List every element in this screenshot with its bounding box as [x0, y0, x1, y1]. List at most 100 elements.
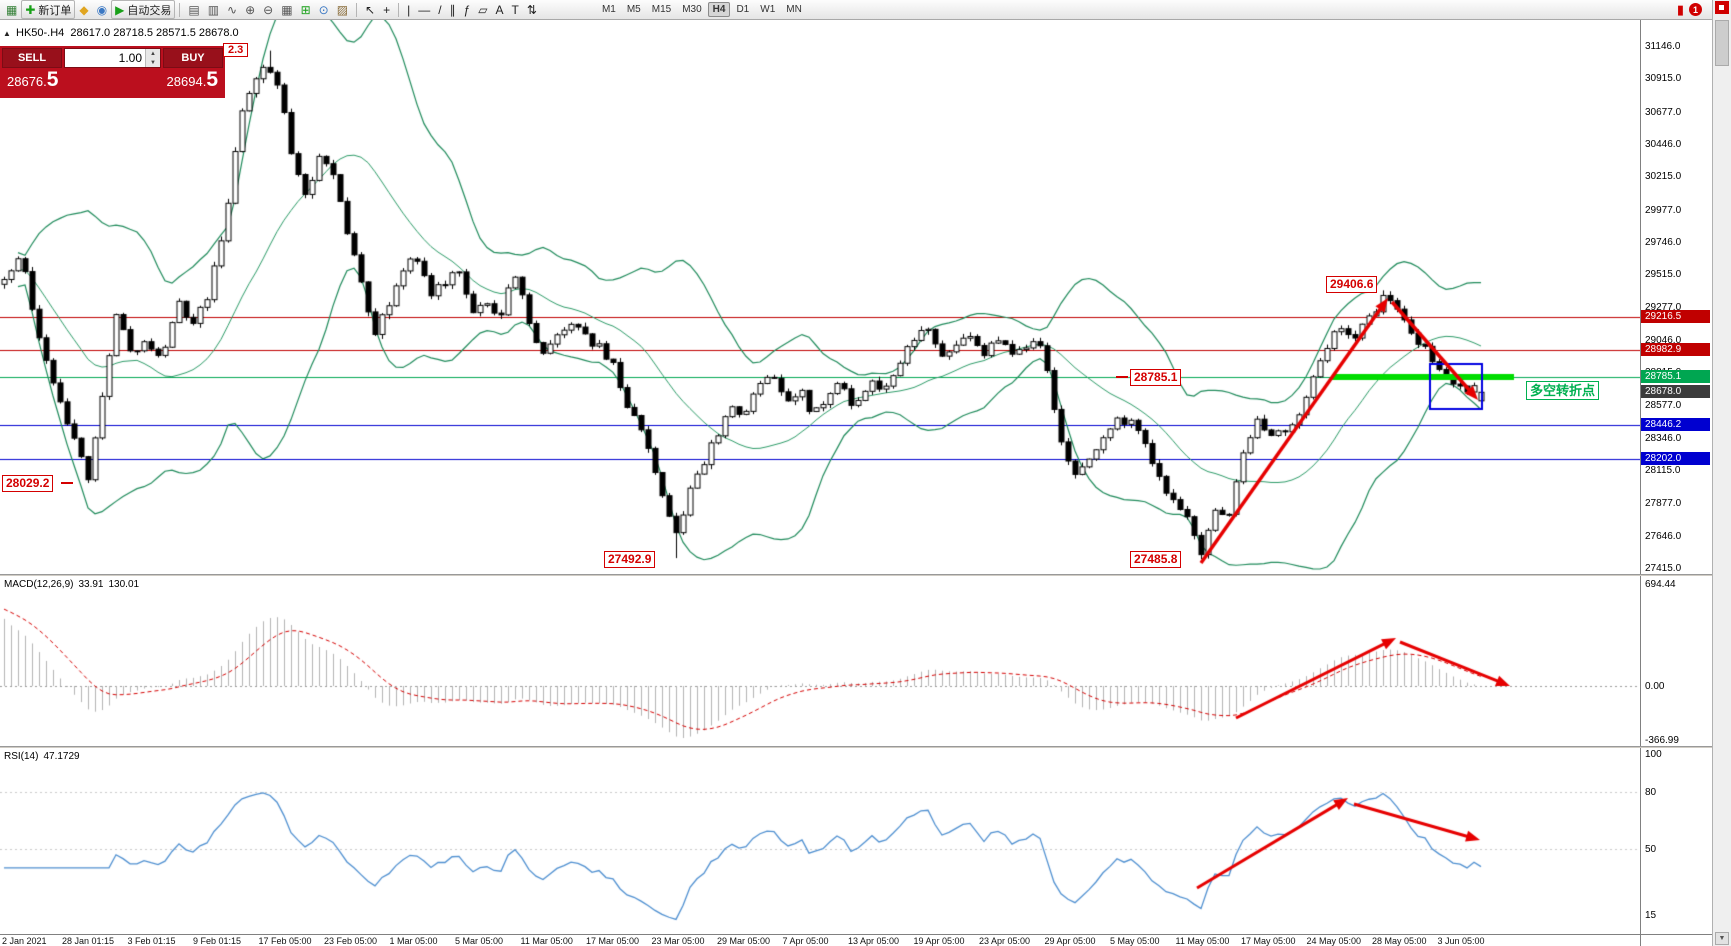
- scroll-marker-icon: [1715, 1, 1729, 14]
- lot-increment-button[interactable]: ▲: [146, 49, 160, 58]
- indicators-button[interactable]: ⊞: [297, 0, 315, 19]
- macd-main-value: 33.91: [78, 579, 104, 590]
- rsi-axis-label: 100: [1645, 749, 1662, 760]
- toolbar-separator: [356, 2, 358, 17]
- rsi-axis-label: 15: [1645, 910, 1657, 921]
- time-axis-label: 17 Feb 05:00: [258, 936, 312, 946]
- lot-decrement-button[interactable]: ▼: [146, 58, 160, 67]
- shapes-button[interactable]: ▱: [474, 0, 491, 19]
- time-axis-label: 5 Mar 05:00: [455, 936, 504, 946]
- timeframe-h4-button[interactable]: H4: [707, 2, 731, 17]
- toolbar-right-icons: ▮ 1: [1677, 3, 1702, 16]
- left-low-price-label[interactable]: 28029.2: [2, 475, 54, 492]
- sell-price: 28676. 5: [7, 68, 59, 91]
- bar-chart-button[interactable]: ▤: [184, 0, 203, 19]
- auto-trading-icon: ▶: [115, 2, 125, 17]
- notifications-badge[interactable]: 1: [1689, 3, 1702, 16]
- price-axis-tick: 30677.0: [1645, 106, 1682, 118]
- turning-point-label[interactable]: 多空转折点: [1526, 381, 1600, 400]
- tile-windows-icon: ▦: [281, 2, 293, 17]
- crosshair-button[interactable]: +: [379, 0, 394, 19]
- time-axis-label: 23 Mar 05:00: [651, 936, 705, 946]
- periods-button[interactable]: ⊙: [315, 0, 333, 19]
- vertical-line-button[interactable]: |: [403, 0, 414, 19]
- timeframe-m30-button[interactable]: M30: [682, 4, 702, 15]
- time-axis-label: 11 May 05:00: [1175, 936, 1230, 946]
- macd-axis-label: 0.00: [1645, 681, 1665, 692]
- toolbar-separator: [179, 2, 181, 17]
- time-axis-label: 29 Mar 05:00: [717, 936, 771, 946]
- signals-icon: ◉: [96, 2, 108, 17]
- rsi-label: RSI(14) 47.1729: [4, 751, 85, 762]
- macd-panel-splitter[interactable]: [0, 574, 1712, 576]
- macd-name: MACD(12,26,9): [4, 579, 74, 590]
- channel-button[interactable]: ∥: [446, 0, 460, 19]
- line-chart-button[interactable]: ∿: [223, 0, 241, 19]
- timeframe-mn-button[interactable]: MN: [786, 4, 802, 15]
- price-axis-tick: 30915.0: [1645, 73, 1682, 85]
- tile-windows-button[interactable]: ▦: [277, 0, 296, 19]
- price-tag-29216.5: 29216.5: [1641, 309, 1710, 323]
- march-low-price-label[interactable]: 27492.9: [604, 551, 656, 568]
- scroll-down-button[interactable]: ▼: [1715, 932, 1729, 945]
- one-click-trade-panel: SELL ▲ ▼ BUY 28676.5 28694.5: [0, 46, 225, 98]
- market-button[interactable]: ◆: [75, 0, 92, 19]
- buy-button[interactable]: BUY: [163, 48, 223, 68]
- vertical-scrollbar[interactable]: ▼: [1712, 0, 1731, 946]
- price-axis-tick: 29746.0: [1645, 236, 1682, 248]
- rsi-name: RSI(14): [4, 751, 39, 762]
- time-axis-label: 2 Jan 2021: [2, 936, 47, 946]
- news-icon[interactable]: ▮: [1676, 2, 1684, 17]
- time-axis-label: 13 Apr 05:00: [848, 936, 900, 946]
- vertical-line-icon: |: [407, 2, 411, 17]
- text-button[interactable]: A: [492, 0, 508, 19]
- toolbar-separator: [398, 2, 400, 17]
- fibonacci-button[interactable]: ƒ: [460, 0, 475, 19]
- new-order-icon: ✚: [25, 2, 36, 17]
- arrows-icon: ⇅: [526, 2, 537, 17]
- level-price-label[interactable]: 28785.1: [1130, 369, 1182, 386]
- templates-button[interactable]: ▨: [333, 0, 352, 19]
- auto-trading-button[interactable]: ▶ 自动交易: [111, 0, 176, 19]
- price-tag-28678.0: 28678.0: [1641, 385, 1710, 399]
- price-axis-border: [1640, 20, 1641, 946]
- trendline-button[interactable]: /: [434, 0, 445, 19]
- zoom-out-button[interactable]: ⊖: [259, 0, 277, 19]
- one-click-panel-toggle[interactable]: ▲: [3, 29, 11, 38]
- chart-window-button[interactable]: ▦: [2, 0, 21, 19]
- zoom-in-button[interactable]: ⊕: [241, 0, 259, 19]
- signals-button[interactable]: ◉: [93, 0, 111, 19]
- spread-indicator: 2.3: [223, 43, 249, 57]
- text-icon: A: [495, 2, 504, 17]
- lot-size-input[interactable]: [65, 49, 145, 67]
- timeframe-d1-button[interactable]: D1: [736, 4, 750, 15]
- timeframe-m1-button[interactable]: M1: [601, 4, 616, 15]
- may-low-price-label[interactable]: 27485.8: [1130, 551, 1182, 568]
- horizontal-line-button[interactable]: ―: [414, 0, 434, 19]
- cursor-button[interactable]: ↖: [361, 0, 379, 19]
- sell-price-big-digit: 5: [46, 68, 59, 91]
- arrows-button[interactable]: ⇅: [523, 0, 541, 19]
- scrollbar-thumb[interactable]: [1715, 20, 1729, 66]
- time-axis-label: 28 Jan 01:15: [62, 936, 115, 946]
- rsi-indicator-panel[interactable]: [0, 748, 1640, 934]
- new-order-button[interactable]: ✚ 新订单: [21, 0, 76, 19]
- price-chart[interactable]: [0, 20, 1640, 574]
- time-axis-label: 3 Jun 05:00: [1437, 936, 1485, 946]
- time-axis-label: 11 Mar 05:00: [520, 936, 573, 946]
- peak-price-label[interactable]: 29406.6: [1326, 276, 1378, 293]
- timeframe-m15-button[interactable]: M15: [651, 4, 672, 15]
- zoom-out-icon: ⊖: [263, 2, 274, 17]
- timeframe-w1-button[interactable]: W1: [760, 4, 776, 15]
- auto-trading-button-label: 自动交易: [127, 4, 172, 17]
- timeframe-m5-button[interactable]: M5: [626, 4, 641, 15]
- rsi-panel-splitter[interactable]: [0, 746, 1712, 748]
- time-axis-label: 23 Apr 05:00: [979, 936, 1031, 946]
- label-button[interactable]: T: [508, 0, 523, 19]
- sell-button[interactable]: SELL: [2, 48, 62, 68]
- macd-signal-value: 130.01: [108, 579, 140, 590]
- time-axis-label: 24 May 05:00: [1306, 936, 1362, 946]
- price-tag-28446.2: 28446.2: [1641, 417, 1710, 431]
- candlestick-chart-button[interactable]: ▥: [204, 0, 223, 19]
- macd-indicator-panel[interactable]: [0, 576, 1640, 746]
